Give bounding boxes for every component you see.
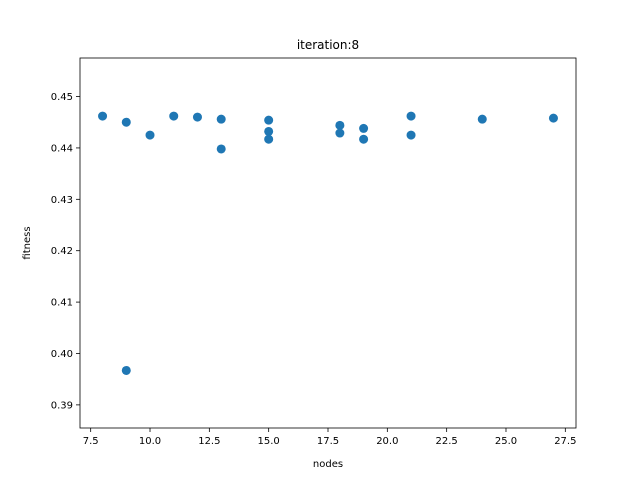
x-tick-label: 10.0 — [139, 436, 161, 447]
data-point-18 — [477, 114, 487, 124]
y-tick-label: 0.43 — [51, 195, 73, 206]
data-point-4 — [145, 130, 155, 140]
x-tick-label: 7.5 — [83, 436, 99, 447]
data-point-19 — [548, 113, 558, 123]
data-point-17 — [406, 130, 416, 140]
x-tick-label: 22.5 — [436, 436, 458, 447]
data-point-10 — [264, 126, 274, 136]
data-point-15 — [359, 134, 369, 144]
y-tick-label: 0.42 — [51, 246, 73, 257]
x-tick-label: 27.5 — [554, 436, 576, 447]
data-point-6 — [192, 112, 202, 122]
x-tick-label: 12.5 — [198, 436, 220, 447]
y-tick-label: 0.41 — [51, 298, 73, 309]
x-tick-label: 15.0 — [258, 436, 280, 447]
data-point-2 — [121, 117, 131, 127]
data-point-14 — [359, 123, 369, 133]
data-point-8 — [216, 144, 226, 154]
y-tick-label: 0.44 — [51, 143, 73, 154]
data-point-16 — [406, 111, 416, 121]
data-point-7 — [216, 114, 226, 124]
x-tick-label: 17.5 — [317, 436, 339, 447]
data-point-3 — [121, 365, 131, 375]
x-tick-label: 25.0 — [495, 436, 517, 447]
y-axis-label: fitness — [22, 226, 33, 259]
chart-title: iteration:8 — [297, 38, 359, 52]
x-axis-label: nodes — [313, 459, 343, 470]
data-point-5 — [169, 111, 179, 121]
data-point-11 — [264, 134, 274, 144]
points-layer — [98, 111, 558, 375]
data-point-13 — [335, 128, 345, 138]
y-tick-label: 0.40 — [51, 349, 73, 360]
data-point-9 — [264, 115, 274, 125]
y-axis-ticks: 0.39 0.40 0.41 0.42 0.43 0.44 0.45 — [51, 92, 80, 411]
data-point-12 — [335, 120, 345, 130]
x-tick-label: 20.0 — [376, 436, 398, 447]
y-tick-label: 0.45 — [51, 92, 73, 103]
x-axis-ticks: 7.5 10.0 12.5 15.0 17.5 20.0 22.5 25.0 27.5 — [83, 428, 576, 447]
y-tick-label: 0.39 — [51, 400, 73, 411]
data-point-1 — [98, 111, 108, 121]
